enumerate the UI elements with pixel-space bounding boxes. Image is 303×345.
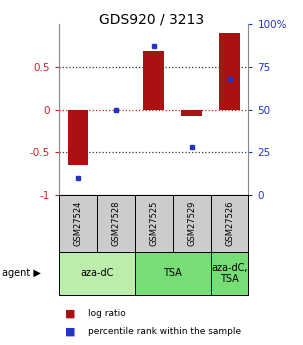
Text: aza-dC,
TSA: aza-dC, TSA	[211, 263, 248, 284]
Text: GDS920 / 3213: GDS920 / 3213	[99, 12, 204, 26]
Text: agent ▶: agent ▶	[2, 268, 40, 278]
Text: percentile rank within the sample: percentile rank within the sample	[88, 327, 241, 336]
Bar	[68, 110, 88, 165]
Text: GSM27529: GSM27529	[187, 201, 196, 246]
Text: GSM27528: GSM27528	[112, 201, 120, 246]
Text: TSA: TSA	[163, 268, 182, 278]
Text: aza-dC: aza-dC	[80, 268, 114, 278]
Text: GSM27525: GSM27525	[149, 201, 158, 246]
Text: GSM27524: GSM27524	[74, 201, 82, 246]
Text: ■: ■	[65, 326, 76, 336]
Text: log ratio: log ratio	[88, 309, 126, 318]
Text: GSM27526: GSM27526	[225, 201, 234, 246]
Bar	[143, 51, 164, 110]
Text: ■: ■	[65, 309, 76, 319]
Bar	[181, 110, 202, 116]
Bar	[219, 33, 240, 110]
